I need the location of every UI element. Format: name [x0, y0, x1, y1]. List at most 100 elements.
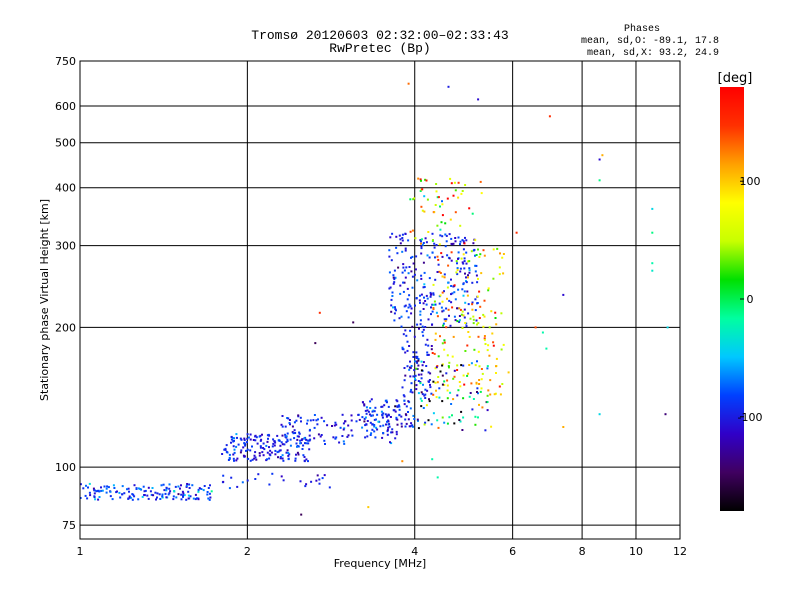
data-point: [230, 436, 233, 438]
data-point: [441, 364, 444, 367]
data-point: [97, 498, 100, 501]
data-point: [483, 315, 486, 318]
data-point: [420, 360, 423, 363]
data-point: [209, 484, 211, 487]
data-point: [381, 416, 384, 419]
data-point: [139, 488, 142, 490]
data-point: [307, 439, 310, 442]
data-point: [246, 433, 249, 436]
data-point: [246, 479, 249, 482]
data-point: [408, 266, 411, 268]
data-point: [487, 289, 490, 292]
data-point: [371, 423, 374, 426]
data-point: [342, 440, 345, 443]
data-point: [462, 283, 465, 286]
data-point: [364, 416, 367, 419]
data-point: [317, 418, 319, 421]
data-point: [432, 303, 435, 306]
data-point: [246, 437, 249, 440]
data-point: [277, 450, 280, 453]
data-point: [464, 184, 467, 186]
data-point: [477, 248, 479, 251]
data-point: [453, 422, 456, 425]
data-point: [412, 425, 414, 428]
data-point: [461, 310, 464, 313]
data-point: [404, 351, 407, 354]
data-point: [479, 305, 482, 308]
data-point: [459, 243, 461, 246]
data-point: [443, 380, 446, 383]
data-point: [422, 261, 425, 264]
data-point: [239, 437, 242, 440]
data-point: [492, 341, 495, 344]
data-point: [361, 401, 364, 404]
data-point: [464, 272, 466, 275]
data-point: [266, 451, 269, 454]
data-point: [347, 424, 350, 427]
data-point: [412, 356, 415, 358]
data-point: [235, 433, 238, 436]
data-point: [397, 266, 400, 269]
data-point: [417, 358, 420, 360]
data-point: [472, 322, 475, 325]
data-point: [478, 383, 481, 385]
data-point: [405, 422, 408, 425]
data-point: [403, 269, 406, 272]
data-point: [401, 250, 404, 253]
data-point: [495, 323, 498, 326]
data-point: [306, 422, 308, 425]
data-point: [149, 490, 152, 493]
data-point: [363, 404, 366, 407]
data-point: [410, 365, 413, 367]
data-point: [84, 494, 87, 497]
data-point: [465, 281, 468, 284]
data-point: [119, 496, 122, 499]
data-point: [286, 449, 289, 452]
data-point: [410, 307, 413, 310]
data-point: [300, 513, 303, 516]
data-point: [307, 460, 309, 463]
data-point: [341, 435, 344, 437]
data-point: [370, 398, 373, 401]
data-point: [161, 495, 164, 498]
data-point: [394, 410, 397, 413]
data-point: [462, 262, 465, 265]
data-point: [287, 454, 290, 457]
data-point: [162, 483, 165, 486]
data-point: [308, 434, 311, 437]
data-point: [206, 493, 209, 496]
data-point: [281, 434, 284, 437]
data-point: [406, 340, 409, 343]
data-point: [459, 385, 462, 388]
data-point: [499, 393, 502, 396]
data-point: [197, 490, 200, 493]
data-point: [319, 435, 322, 438]
data-point: [477, 392, 479, 395]
data-point: [434, 332, 437, 335]
data-point: [457, 196, 460, 199]
data-point: [486, 349, 489, 352]
data-point: [471, 308, 474, 311]
data-point: [430, 348, 433, 351]
data-point: [435, 311, 438, 314]
data-point: [465, 325, 468, 328]
data-point: [374, 406, 377, 409]
data-point: [206, 491, 209, 493]
data-point: [507, 371, 510, 374]
data-point: [131, 493, 134, 496]
data-point: [298, 431, 301, 434]
data-point: [225, 444, 228, 447]
data-point: [147, 486, 150, 489]
data-point: [461, 239, 464, 242]
data-point: [224, 448, 227, 451]
data-point: [364, 424, 367, 427]
data-point: [281, 425, 284, 428]
data-point: [502, 272, 505, 275]
data-point: [430, 313, 432, 316]
phases-legend-title: Phases: [624, 23, 660, 35]
data-point: [427, 318, 430, 321]
data-point: [445, 318, 448, 321]
data-point: [436, 315, 439, 318]
data-point: [382, 424, 385, 427]
data-point: [462, 416, 465, 419]
